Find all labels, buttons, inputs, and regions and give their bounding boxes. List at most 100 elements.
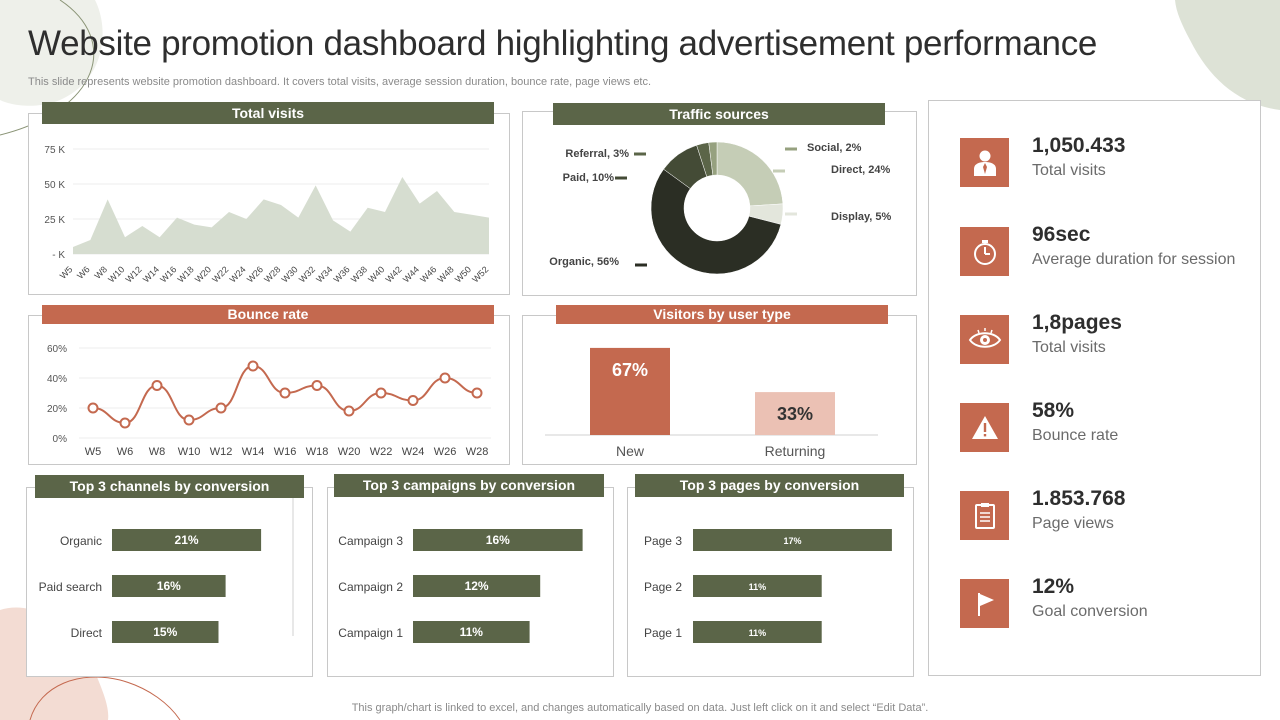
pie-slice [716,141,784,207]
data-point [119,417,131,429]
bar-value-label: 16% [157,579,181,593]
bar-value-label: 11% [749,582,767,592]
top-pages-title: Top 3 pages by conversion [679,477,860,493]
visitors-panel: 67% New 33% Returning [522,315,917,465]
category-label: Direct [71,626,103,640]
bounce-rate-chart[interactable]: 0% 20% 40% 60% W5 W6 W8 W10 W12 W14 W16 W18 W20 W22 W2… [29,316,509,464]
bar [693,621,822,643]
kpi-value: 1,050.433 [1032,134,1126,157]
category-label: Organic [60,534,102,548]
x-tick-label: W14 [141,264,161,284]
visits-area [73,177,489,254]
visitors-header: Visitors by user type [556,305,888,324]
kpi-pages: 1,8pages Total visits [960,311,1260,365]
bar [413,529,583,551]
x-tick-label: W34 [314,264,334,284]
x-tick-label: W26 [245,264,265,284]
bar-value-label: 21% [175,533,199,547]
category-label: Campaign 3 [338,534,403,548]
eye-icon [960,315,1009,364]
data-point [215,402,227,414]
slice-label: Social, 2% [807,142,862,154]
bar-value-label: 17% [783,536,801,546]
x-tick-label: W26 [434,446,457,458]
x-tick-label: W6 [75,264,92,281]
x-tick-label: W22 [370,446,393,458]
kpi-goal-conversion: 12% Goal conversion [960,575,1260,629]
warning-icon [960,403,1009,452]
x-tick-label: W12 [210,446,233,458]
category-label: Page 1 [644,626,682,640]
bar-value-label: 11% [749,628,767,638]
visitors-chart[interactable]: 67% New 33% Returning [523,316,916,464]
x-tick-label: W32 [297,264,317,284]
x-tick-label: W18 [306,446,329,458]
kpi-value: 12% [1032,575,1075,598]
data-point [279,387,291,399]
bar-value-label: 16% [486,533,510,547]
category-label: Returning [765,443,826,459]
x-tick-label: W18 [176,264,196,284]
x-tick-label: W40 [366,264,386,284]
x-tick-label: W36 [332,264,352,284]
slice-label: Direct, 24% [831,164,891,176]
top-channels-chart[interactable]: Organic 21% Paid search 16% Direct 15% [27,488,312,676]
data-point [375,387,387,399]
kpi-avg-duration: 96sec Average duration for session [960,223,1260,277]
category-label: Campaign 1 [338,626,403,640]
x-tick-label: W20 [338,446,361,458]
data-point [439,372,451,384]
bar-value-label: 12% [465,579,489,593]
x-tick-label: W48 [436,264,456,284]
x-tick-label: W38 [349,264,369,284]
data-point [471,387,483,399]
traffic-sources-panel: Direct, 24% Display, 5% Organic, 56% Paid, … [522,111,917,296]
x-tick-label: W46 [418,264,438,284]
bar [112,575,226,597]
y-tick-label: 50 K [44,180,65,191]
total-visits-chart[interactable]: - K25 K50 K75 KW5 W6 W8W10W12W14W16W18W20W… [29,114,509,294]
x-tick-label: W16 [274,446,297,458]
total-visits-title: Total visits [231,105,305,121]
data-point [407,395,419,406]
x-tick-label: W24 [228,264,248,284]
top-pages-chart[interactable]: Page 3 17% Page 2 11% Page 1 11% [628,488,913,676]
traffic-sources-title: Traffic sources [669,106,769,122]
kpi-label: Average duration for session [1032,251,1236,268]
bar [112,621,219,643]
stopwatch-icon [960,227,1009,276]
data-point [247,360,259,372]
data-point [151,380,163,391]
traffic-sources-header: Traffic sources [553,103,885,125]
x-tick-label: W30 [280,264,300,284]
kpi-label: Bounce rate [1032,427,1119,444]
x-tick-label: W50 [453,264,473,284]
slice-label: Referral, 3% [565,148,629,160]
kpi-label: Total visits [1032,339,1106,356]
bar-value-label: 11% [460,625,484,639]
x-tick-label: W10 [178,446,201,458]
x-tick-label: W52 [470,264,490,284]
pie-slice [708,141,718,176]
traffic-sources-chart[interactable]: Direct, 24% Display, 5% Organic, 56% Paid, … [523,112,916,295]
bounce-rate-panel: 0% 20% 40% 60% W5 W6 W8 W10 W12 W14 W16 W18 W20 W22 W2… [28,315,510,465]
data-point [87,402,99,414]
kpi-label: Total visits [1032,162,1106,179]
y-tick-label: 0% [53,434,68,445]
kpi-label: Page views [1032,515,1114,532]
x-tick-label: W22 [210,264,230,284]
x-tick-label: W12 [124,264,144,284]
bar-value-label: 67% [612,360,648,380]
category-label: Campaign 2 [338,580,403,594]
bar [413,575,541,597]
top-campaigns-panel: Campaign 3 16% Campaign 2 12% Campaign 1 11% [327,487,614,677]
x-tick-label: W6 [117,446,134,458]
category-label: Paid search [39,580,102,594]
top-campaigns-chart[interactable]: Campaign 3 16% Campaign 2 12% Campaign 1 11% [328,488,613,676]
data-point [311,380,323,391]
category-label: Page 2 [644,580,682,594]
y-tick-label: 25 K [44,215,65,226]
bounce-rate-title: Bounce rate [227,306,309,322]
x-tick-label: W28 [262,264,282,284]
bar [112,529,262,551]
